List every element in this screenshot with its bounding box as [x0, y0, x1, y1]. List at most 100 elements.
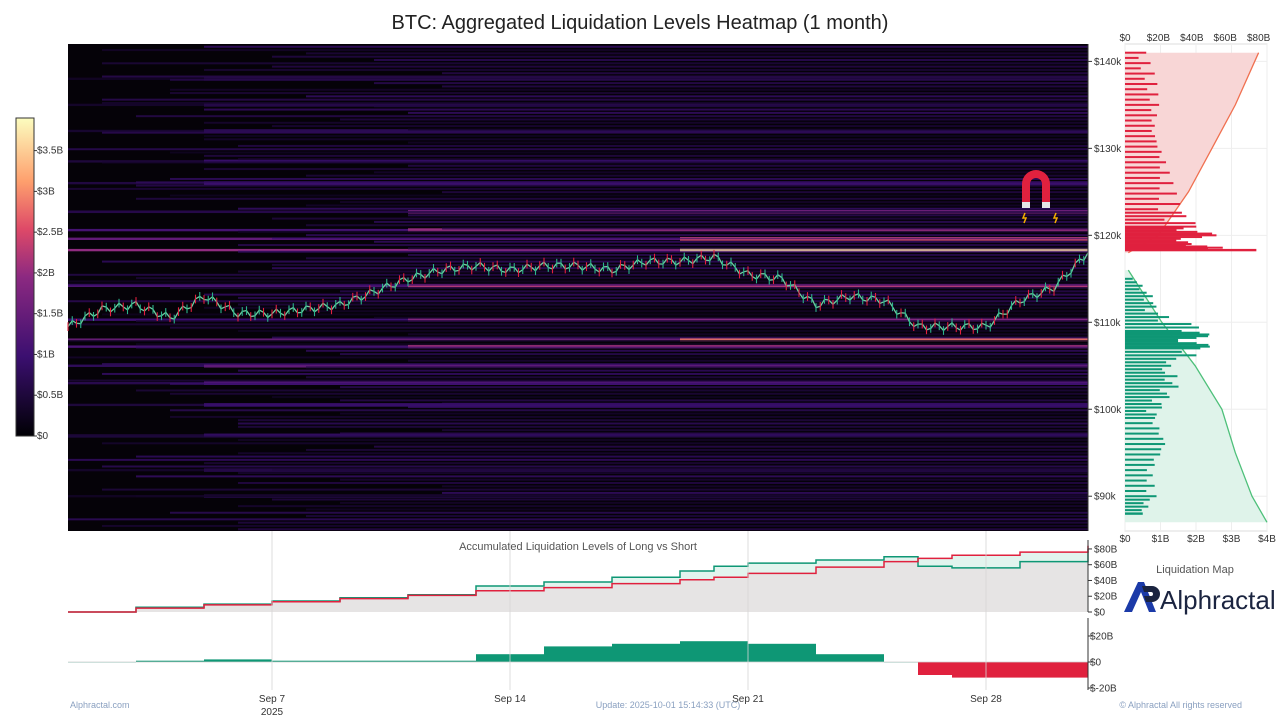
- short-liq-bar: [1125, 243, 1192, 246]
- heatmap-faint-band: [204, 154, 1088, 157]
- heatmap-faint-band: [102, 161, 1088, 164]
- delta-bar: [272, 660, 340, 662]
- heatmap-faint-band: [136, 343, 1088, 346]
- short-liq-bar: [1125, 83, 1158, 86]
- long-liq-bar: [1125, 512, 1143, 515]
- long-liq-bar: [1125, 309, 1145, 312]
- heatmap-faint-band: [170, 409, 1088, 412]
- heatmap-faint-band: [272, 468, 1088, 471]
- short-liq-bar: [1125, 218, 1165, 221]
- short-liq-bar: [1125, 244, 1186, 247]
- heatmap-faint-band: [340, 290, 1088, 293]
- short-liq-bar: [1125, 56, 1139, 59]
- long-liq-bar: [1125, 409, 1147, 412]
- heatmap-faint-band: [306, 224, 1088, 227]
- accum-axis: $0 $20B $40B $60B $80B: [1088, 544, 1118, 619]
- long-liq-bar: [1125, 288, 1140, 291]
- heatmap-faint-band: [306, 376, 1088, 379]
- heatmap-faint-band: [204, 306, 1088, 309]
- colorbar-ticks: $0 $0.5B $1B $1.5B $2B $2.5B $3B $3.5B: [34, 146, 63, 442]
- short-liq-bar: [1125, 232, 1213, 235]
- delta-bar: [714, 641, 748, 662]
- date-tick-label: Sep 7: [259, 694, 286, 705]
- accum-title: Accumulated Liquidation Levels of Long v…: [459, 541, 697, 553]
- liq-map-bars: [1125, 51, 1257, 515]
- heatmap-band: [680, 248, 1088, 252]
- heatmap-faint-band: [408, 333, 1088, 336]
- price-tick-label: $100k: [1094, 405, 1122, 416]
- long-liq-bar: [1125, 331, 1200, 334]
- heatmap-band-early: [68, 338, 680, 341]
- heatmap-faint-band: [102, 372, 1088, 375]
- heatmap-faint-band: [238, 481, 1088, 484]
- long-liq-bar: [1125, 502, 1144, 505]
- heatmap-faint-band: [102, 442, 1088, 445]
- short-liq-bar: [1125, 103, 1160, 106]
- delta-bar: [136, 660, 204, 662]
- heatmap-faint-band: [136, 346, 1088, 349]
- long-liq-bar: [1125, 453, 1161, 456]
- long-liq-bar: [1125, 375, 1178, 378]
- footer-center: Update: 2025-10-01 15:14:33 (UTC): [596, 700, 741, 710]
- heatmap-faint-band: [442, 429, 1088, 432]
- liq-map-label: Liquidation Map: [1156, 564, 1234, 576]
- short-liq-bar: [1125, 124, 1155, 127]
- long-liq-bar: [1125, 378, 1165, 381]
- heatmap-faint-band: [272, 498, 1088, 501]
- short-liq-bar: [1125, 62, 1151, 65]
- short-liq-bar: [1125, 215, 1187, 218]
- long-liq-bar: [1125, 312, 1159, 315]
- heatmap-faint-band: [204, 121, 1088, 124]
- heatmap-faint-band: [306, 349, 1088, 352]
- heatmap-faint-band: [204, 168, 1088, 171]
- colorbar-tick-label: $2.5B: [37, 227, 63, 238]
- delta-bar: [1020, 662, 1088, 678]
- price-tick-label: $110k: [1094, 318, 1122, 329]
- heatmap-faint-band: [170, 415, 1088, 418]
- long-liq-bar: [1125, 392, 1167, 395]
- long-liq-bar: [1125, 345, 1210, 348]
- heatmap-faint-band: [204, 462, 1088, 465]
- long-liq-bar: [1125, 469, 1147, 472]
- heatmap-faint-band: [170, 326, 1088, 329]
- short-liq-bar: [1125, 93, 1159, 96]
- heatmap-band-early: [68, 160, 204, 163]
- heatmap-faint-band: [340, 501, 1088, 504]
- colorbar: [15, 117, 35, 437]
- long-liq-bar: [1125, 406, 1162, 409]
- date-tick-label: Sep 28: [970, 694, 1002, 705]
- long-liq-bar: [1125, 509, 1142, 512]
- heatmap-faint-band: [442, 85, 1088, 88]
- heatmap-faint-band: [170, 177, 1088, 180]
- liq-map-bottom-axis: $0 $1B $2B $3B $4B: [1119, 534, 1276, 545]
- heatmap-faint-band: [442, 485, 1088, 488]
- short-liq-bar: [1125, 246, 1223, 249]
- short-liq-bar: [1125, 187, 1160, 190]
- long-liq-bar: [1125, 443, 1166, 446]
- heatmap-faint-band: [272, 125, 1088, 128]
- long-liq-bar: [1125, 342, 1197, 345]
- heatmap-faint-band: [170, 151, 1088, 154]
- long-liq-bar: [1125, 413, 1157, 416]
- price-candles: [67, 249, 1085, 335]
- long-liq-bar: [1125, 371, 1166, 374]
- liq-bottom-tick: $2B: [1187, 534, 1205, 545]
- heatmap-faint-band: [102, 313, 1088, 316]
- heatmap-faint-band: [204, 108, 1088, 111]
- heatmap-faint-band: [238, 230, 1088, 233]
- price-tick-label: $90k: [1094, 492, 1117, 503]
- long-liq-bar: [1125, 323, 1192, 326]
- chart-title: BTC: Aggregated Liquidation Levels Heatm…: [391, 12, 889, 34]
- long-liq-bar: [1125, 505, 1149, 508]
- heatmap-band-early: [68, 228, 408, 232]
- accum-diff-area: [68, 545, 1088, 612]
- heatmap-band-early: [68, 468, 204, 472]
- heatmap-faint-band: [272, 217, 1088, 220]
- long-liq-bar: [1125, 298, 1144, 301]
- long-liq-bar: [1125, 316, 1170, 319]
- long-liq-bar: [1125, 281, 1137, 284]
- liq-top-tick: $60B: [1214, 33, 1238, 44]
- heatmap-faint-band: [102, 131, 1088, 134]
- heatmap-band-early: [68, 103, 204, 107]
- long-liq-bar: [1125, 463, 1155, 466]
